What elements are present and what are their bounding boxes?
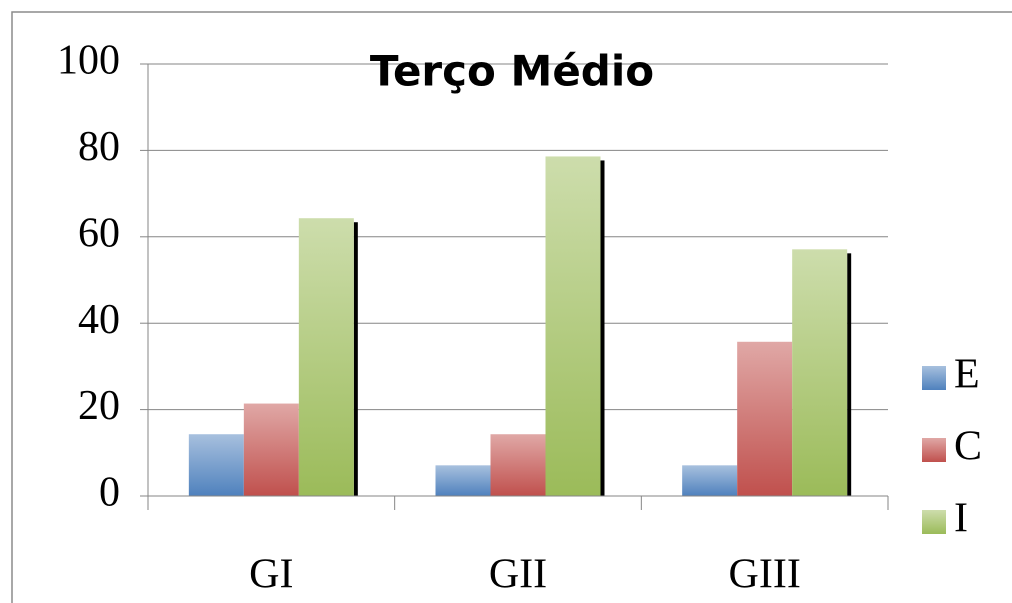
bar — [682, 465, 738, 496]
y-tick-label: 60 — [78, 210, 120, 256]
bar — [188, 434, 244, 496]
y-tick-label: 40 — [78, 297, 120, 343]
legend-swatch — [922, 510, 946, 534]
y-tick-label: 0 — [99, 470, 120, 516]
x-tick-label: GI — [249, 552, 293, 598]
y-tick-label: 80 — [78, 124, 120, 170]
y-tick-label: 100 — [57, 38, 120, 84]
legend-swatch — [922, 366, 946, 390]
bar — [243, 403, 299, 496]
legend-label: I — [954, 496, 968, 542]
bar-shadow — [847, 253, 852, 496]
bar-shadow — [353, 222, 358, 496]
chart-title: Terço Médio — [370, 47, 654, 96]
bar — [435, 465, 491, 496]
bar — [737, 341, 793, 496]
legend-label: E — [954, 352, 980, 398]
y-tick-label: 20 — [78, 383, 120, 429]
legend-label: C — [954, 424, 982, 470]
chart-border — [11, 11, 1012, 603]
x-tick-label: GIII — [729, 552, 801, 598]
bar — [490, 434, 546, 496]
bar — [545, 156, 601, 496]
bar-shadow — [600, 160, 605, 496]
bar — [792, 249, 848, 496]
bar — [298, 218, 354, 496]
legend-swatch — [922, 438, 946, 462]
x-tick-label: GII — [489, 552, 547, 598]
